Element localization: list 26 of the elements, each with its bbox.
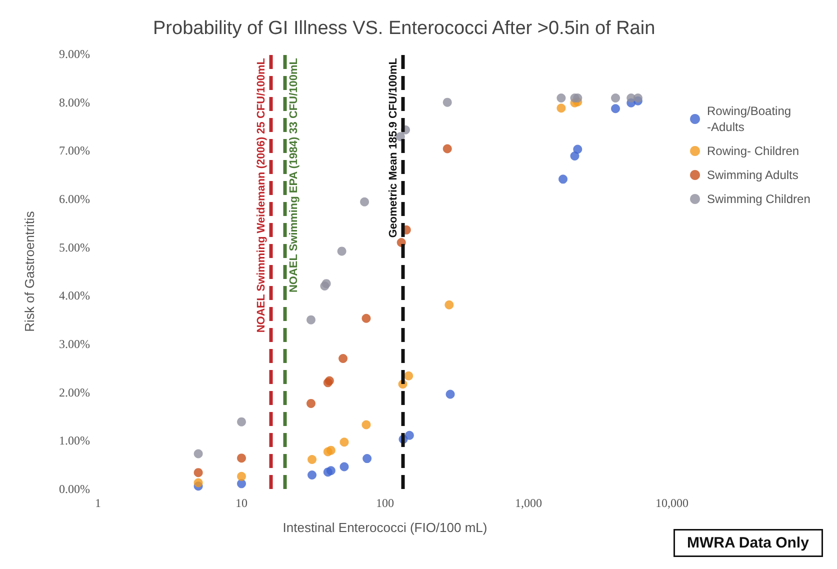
y-tick-label: 3.00%	[59, 337, 90, 351]
y-tick-label: 7.00%	[59, 144, 90, 158]
y-tick-label: 2.00%	[59, 385, 90, 400]
y-tick-label: 6.00%	[59, 192, 90, 206]
x-tick-label: 10,000	[656, 496, 688, 510]
x-tick-label: 1,000	[515, 496, 542, 510]
legend-label: Rowing/Boating -Adults	[707, 104, 794, 134]
x-tick-label: 10	[236, 496, 248, 510]
x-axis-title: Intestinal Enterococci (FIO/100 mL)	[282, 520, 488, 535]
ref-line-label: NOAEL Swimming Weidemann (2006) 25 CFU/100mL	[255, 58, 268, 333]
legend-label: Swimming Children	[707, 192, 810, 206]
y-tick-label: 1.00%	[59, 434, 90, 448]
y-tick-label: 4.00%	[59, 288, 90, 303]
legend-label: Swimming Adults	[707, 168, 798, 182]
y-tick-label: 5.00%	[59, 240, 90, 254]
x-tick-label: 100	[376, 496, 394, 510]
ref-line-label: NOAEL Swimming EPA (1984) 33 CFU/100mL	[288, 58, 300, 293]
y-tick-label: 8.00%	[59, 95, 90, 110]
y-tick-label: 0.00%	[59, 482, 90, 496]
y-tick-label: 9.00%	[59, 47, 90, 61]
legend-label: Rowing- Children	[707, 144, 800, 158]
text: MWRA Data Only	[686, 534, 810, 552]
chart-title: Probability of GI Illness VS. Enterococci After >0.5in of Rain	[153, 18, 656, 39]
ref-line-label: Geometric Mean 185.9 CFU/100mL	[387, 58, 400, 238]
y-axis-title: Risk of Gastroentritis	[22, 210, 37, 332]
x-tick-label: 1	[95, 496, 101, 510]
